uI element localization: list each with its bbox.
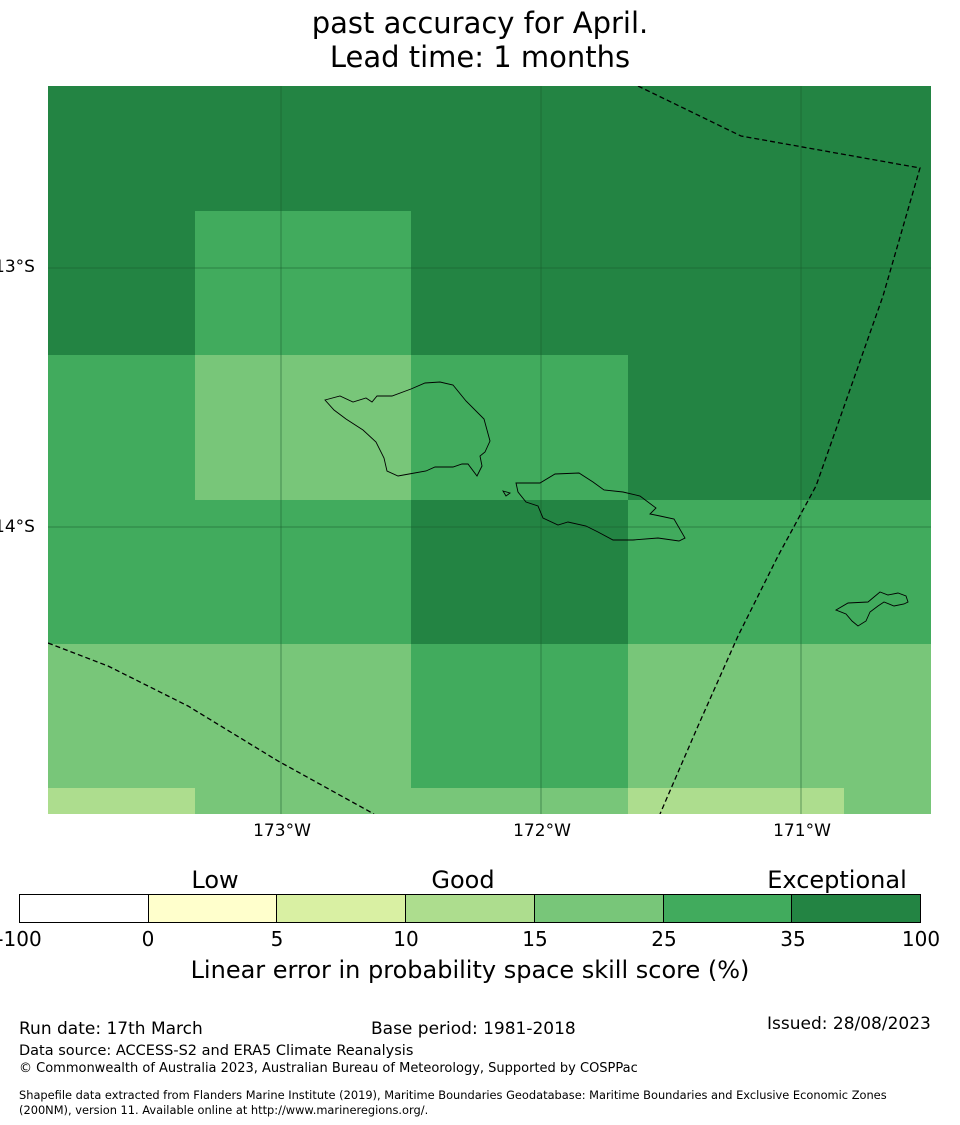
- grid-cell: [411, 644, 628, 788]
- coastlines: [324, 381, 909, 627]
- colorbar-tick: 35: [780, 927, 806, 951]
- skill-score-colorbar: [19, 894, 921, 923]
- skill-grid-cells: [48, 86, 931, 814]
- latitude-label-14s: 14°S: [0, 517, 35, 537]
- graticule: [48, 86, 931, 814]
- legend-category-exceptional: Exceptional: [767, 866, 907, 894]
- grid-cell: [48, 788, 195, 814]
- colorbar-tick: 5: [270, 927, 284, 951]
- colorbar-tick: 25: [651, 927, 677, 951]
- eez-boundaries: [48, 86, 921, 814]
- grid-cell: [48, 355, 195, 644]
- latitude-label-13s: 13°S: [0, 257, 35, 277]
- run-date: Run date: 17th March: [19, 1019, 203, 1039]
- colorbar-tick: -100: [0, 927, 42, 951]
- shapefile-credit-line-1: Shapefile data extracted from Flanders M…: [19, 1088, 887, 1102]
- grid-cell: [195, 211, 411, 355]
- data-source: Data source: ACCESS-S2 and ERA5 Climate …: [19, 1043, 414, 1059]
- grid-cell: [195, 355, 411, 500]
- colorbar-segment: [148, 895, 278, 922]
- issued-date: Issued: 28/08/2023: [767, 1014, 931, 1034]
- colorbar-segment: [792, 895, 921, 922]
- longitude-label-171w: 171°W: [773, 821, 831, 841]
- savaii-island-coastline: [324, 381, 491, 477]
- colorbar-segment: [406, 895, 535, 922]
- grid-cell: [628, 644, 931, 814]
- grid-cell: [411, 788, 628, 814]
- colorbar-segment: [534, 895, 664, 922]
- grid-cell: [411, 355, 628, 500]
- eez-boundary-north: [637, 86, 921, 814]
- colorbar-axis-title: Linear error in probability space skill …: [190, 956, 750, 984]
- skill-score-map: [48, 86, 931, 814]
- colorbar-tick: 100: [901, 927, 941, 951]
- colorbar-segment: [277, 895, 407, 922]
- manono-island-coastline: [502, 490, 511, 497]
- upolu-island-coastline: [515, 472, 686, 542]
- shapefile-credit-line-2: (200NM), version 11. Available online at…: [19, 1103, 429, 1117]
- eez-boundary-southwest: [48, 642, 375, 814]
- map-title-line-1: past accuracy for April.: [311, 6, 649, 40]
- grid-cell: [195, 500, 411, 644]
- grid-cell: [48, 644, 411, 814]
- colorbar-tick: 15: [522, 927, 548, 951]
- tutuila-island-coastline: [834, 591, 909, 627]
- grid-cell: [628, 788, 844, 814]
- colorbar-segment: [20, 895, 149, 922]
- colorbar-tick: 0: [141, 927, 155, 951]
- base-period: Base period: 1981-2018: [371, 1019, 576, 1039]
- legend-category-low: Low: [191, 866, 239, 894]
- grid-cell: [628, 500, 931, 644]
- map-title-line-2: Lead time: 1 months: [329, 40, 631, 74]
- longitude-label-172w: 172°W: [513, 821, 571, 841]
- colorbar-segment: [663, 895, 793, 922]
- longitude-label-173w: 173°W: [253, 821, 311, 841]
- copyright-notice: © Commonwealth of Australia 2023, Austra…: [19, 1061, 638, 1076]
- legend-category-good: Good: [431, 866, 495, 894]
- colorbar-tick: 10: [393, 927, 419, 951]
